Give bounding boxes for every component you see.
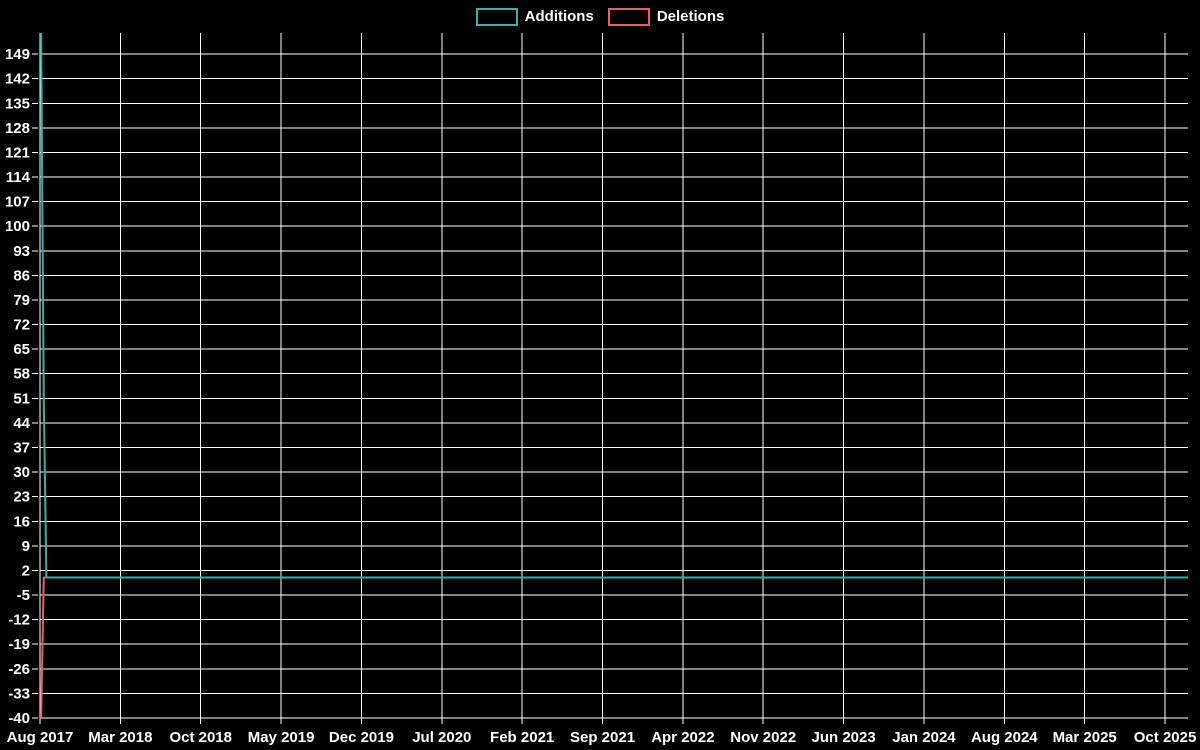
y-tick-label: 16 (13, 513, 30, 530)
axis-labels: 149 142 135 128 121 114 107 100 93 86 79 72 65 58 51 44… (5, 46, 1196, 746)
series-line-deletions (40, 576, 1188, 719)
x-tick-label: Nov 2022 (730, 729, 796, 746)
y-tick-label: 149 (5, 46, 30, 63)
x-tick-label: Oct 2025 (1134, 729, 1197, 746)
x-tick-label: Aug 2024 (971, 729, 1038, 746)
x-tick-label: Jun 2023 (811, 729, 875, 746)
y-tick-label: -19 (8, 636, 30, 653)
y-tick-label: 51 (13, 390, 30, 407)
y-tick-label: -33 (8, 685, 30, 702)
x-tick-label: Mar 2018 (88, 729, 152, 746)
x-tick-label: Jul 2020 (412, 729, 471, 746)
additions-swatch-icon (475, 8, 518, 26)
y-tick-label: 107 (5, 194, 30, 211)
y-tick-label: 79 (13, 292, 30, 309)
y-tick-label: 30 (13, 464, 30, 481)
y-tick-label: 128 (5, 120, 30, 137)
x-tick-label: Oct 2018 (169, 729, 232, 746)
x-tick-label: Apr 2022 (651, 729, 714, 746)
chart-legend: Additions Deletions (0, 8, 1200, 26)
y-tick-label: 86 (13, 267, 30, 284)
legend-item-deletions[interactable]: Deletions (607, 8, 725, 26)
y-tick-label: 65 (13, 341, 30, 358)
y-tick-label: 9 (22, 538, 30, 555)
y-tick-label: 121 (5, 144, 30, 161)
legend-label-deletions: Deletions (656, 8, 725, 25)
x-tick-label: May 2019 (248, 729, 315, 746)
gridlines (39, 33, 1188, 719)
y-tick-label: 72 (13, 317, 30, 334)
y-tick-label: 142 (5, 71, 30, 88)
y-tick-label: 58 (13, 366, 30, 383)
x-tick-label: Jan 2024 (892, 729, 956, 746)
y-tick-label: 2 (22, 562, 30, 579)
x-tick-label: Dec 2019 (329, 729, 394, 746)
y-tick-label: 44 (13, 415, 30, 432)
y-tick-label: 93 (13, 243, 30, 260)
x-tick-label: Feb 2021 (490, 729, 554, 746)
legend-label-additions: Additions (524, 8, 594, 25)
y-tick-label: 135 (5, 95, 30, 112)
y-tick-label: -12 (8, 612, 30, 629)
y-tick-label: -40 (8, 710, 30, 727)
y-tick-label: 100 (5, 218, 30, 235)
y-tick-label: 114 (6, 169, 31, 186)
x-tick-label: Aug 2017 (7, 729, 74, 746)
y-tick-label: -5 (17, 587, 30, 604)
legend-item-additions[interactable]: Additions (475, 8, 594, 26)
y-tick-label: -26 (8, 661, 30, 678)
y-tick-label: 23 (13, 489, 30, 506)
deletions-swatch-icon (607, 8, 650, 26)
x-tick-label: Sep 2021 (570, 729, 635, 746)
y-tick-label: 37 (13, 440, 30, 457)
x-tick-label: Mar 2025 (1053, 729, 1117, 746)
series-line-additions (40, 32, 1188, 579)
axis-ticks (32, 53, 1166, 724)
